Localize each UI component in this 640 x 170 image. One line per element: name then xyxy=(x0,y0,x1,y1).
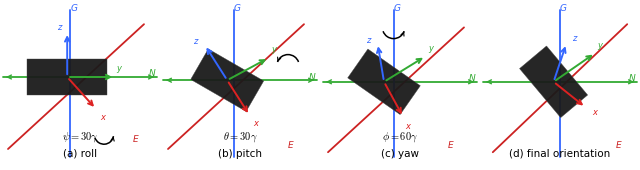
Text: G: G xyxy=(394,4,400,13)
Text: z: z xyxy=(572,34,577,43)
Polygon shape xyxy=(348,49,420,115)
Text: N: N xyxy=(468,74,476,83)
Text: G: G xyxy=(70,4,77,13)
Text: $\theta = 30°$: $\theta = 30°$ xyxy=(223,130,257,144)
Text: z: z xyxy=(366,36,370,45)
Text: y: y xyxy=(428,44,433,53)
Text: x: x xyxy=(406,122,410,131)
Polygon shape xyxy=(191,49,264,112)
Text: (b) pitch: (b) pitch xyxy=(218,149,262,159)
Text: (c) yaw: (c) yaw xyxy=(381,149,419,159)
Text: E: E xyxy=(133,135,138,144)
Text: (a) roll: (a) roll xyxy=(63,149,97,159)
Text: (d) final orientation: (d) final orientation xyxy=(509,149,611,159)
Text: G: G xyxy=(234,4,240,13)
Text: z: z xyxy=(57,23,61,32)
Text: G: G xyxy=(560,4,566,13)
Text: x: x xyxy=(100,113,105,122)
Text: y: y xyxy=(271,45,276,54)
Text: y: y xyxy=(598,40,602,49)
Text: N: N xyxy=(628,74,636,83)
Text: N: N xyxy=(149,69,156,78)
Text: y: y xyxy=(116,64,121,73)
Text: E: E xyxy=(448,141,454,150)
Text: N: N xyxy=(309,72,316,81)
Text: $\psi = 30°$: $\psi = 30°$ xyxy=(61,130,99,144)
Polygon shape xyxy=(27,59,107,95)
Polygon shape xyxy=(520,46,588,118)
Text: E: E xyxy=(616,141,621,150)
Text: x: x xyxy=(593,108,598,117)
Text: z: z xyxy=(193,37,197,46)
Text: $\phi = 60°$: $\phi = 60°$ xyxy=(382,130,418,144)
Text: E: E xyxy=(288,141,294,150)
Text: x: x xyxy=(253,119,259,128)
